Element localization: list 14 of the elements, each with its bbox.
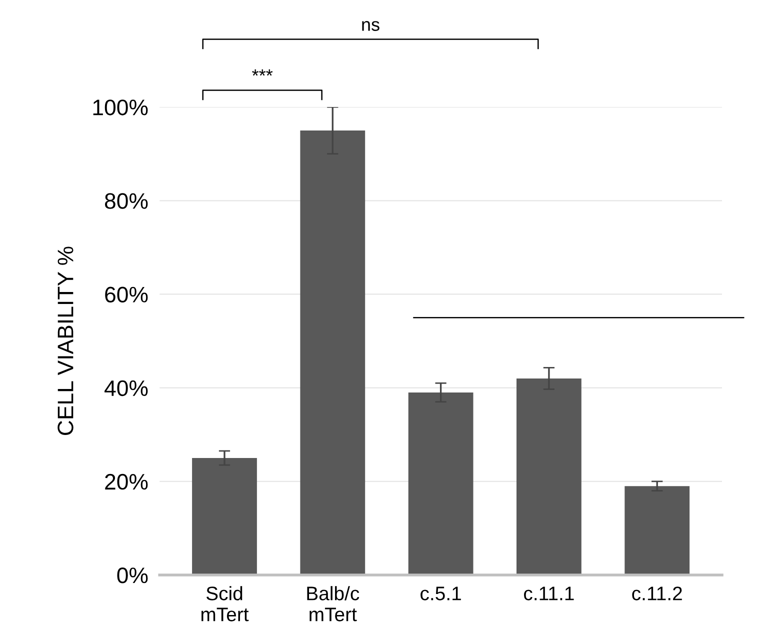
y-axis-title: CELL VIABILITY % (58, 246, 74, 435)
x-tick-label: Balb/c mTert (307, 586, 360, 622)
x-tick-label: Scid mTert (201, 586, 249, 622)
x-tick-label: c.5.1 (420, 586, 461, 600)
y-tick-label: 60% (105, 286, 148, 302)
y-tick-label: 80% (104, 193, 148, 209)
text: *** (252, 69, 273, 76)
text: ns (362, 21, 380, 31)
y-tick-label: 40% (104, 380, 148, 396)
x-tick-label: c.11.1 (524, 586, 574, 600)
y-tick-label: 20% (105, 474, 148, 490)
x-tick-label: c.11.2 (632, 586, 682, 600)
y-tick-label: 100% (93, 100, 148, 116)
y-tick-label: 0% (117, 568, 148, 584)
